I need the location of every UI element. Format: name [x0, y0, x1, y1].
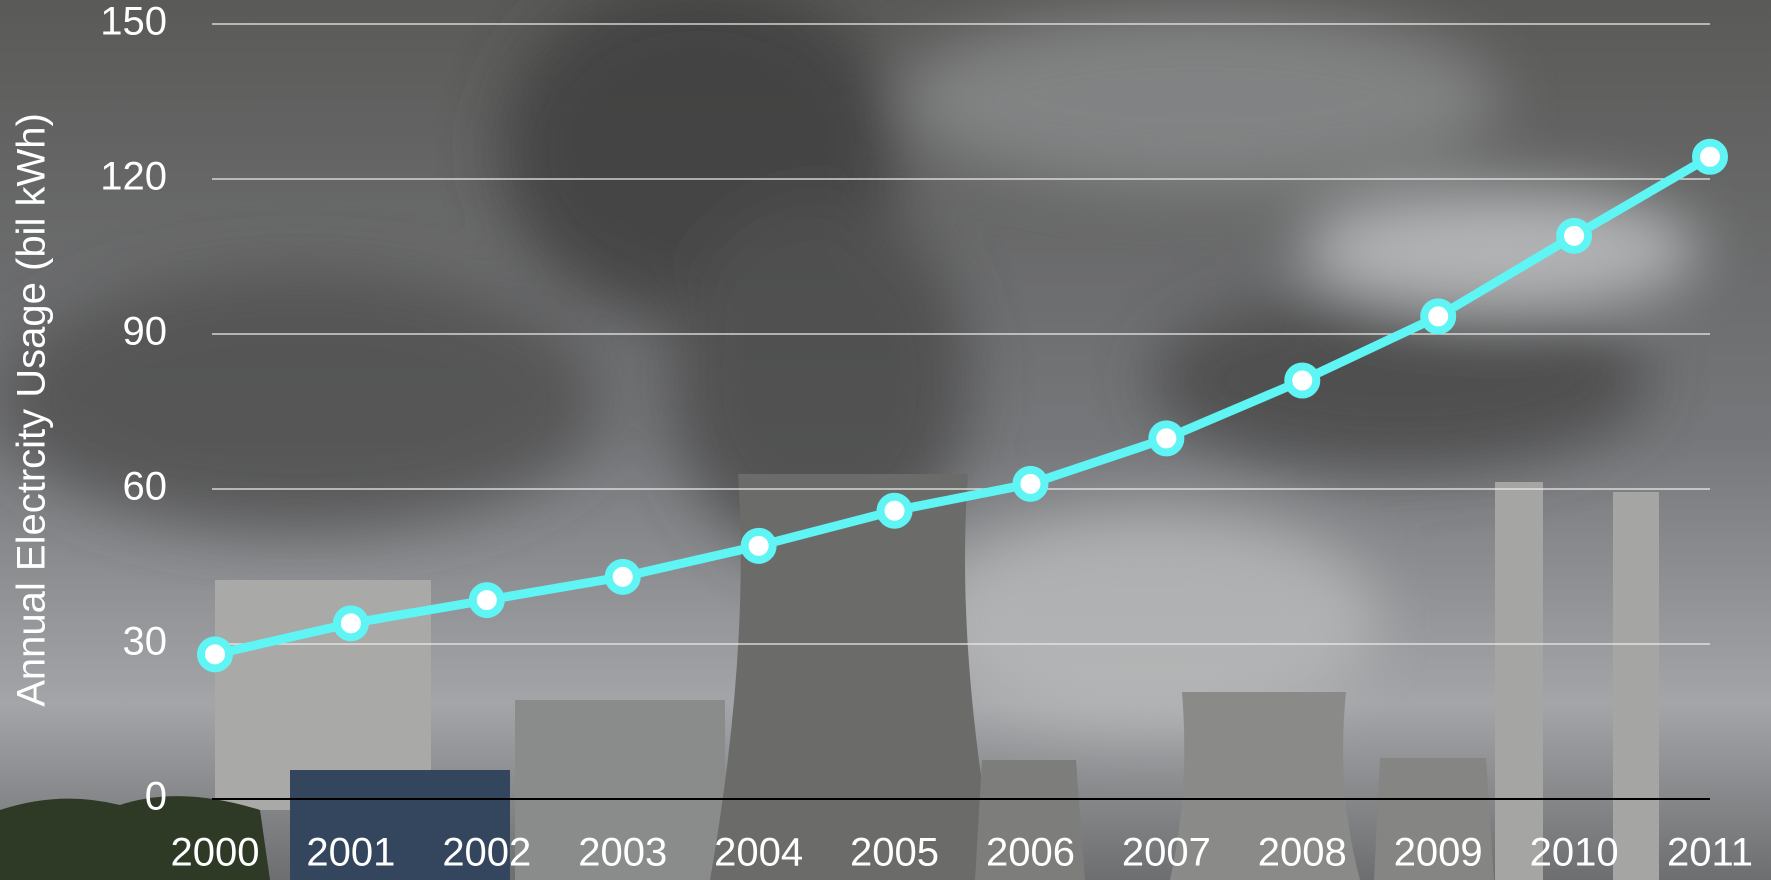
x-tick-label: 2004 [714, 831, 803, 875]
x-tick-label: 2011 [1667, 831, 1753, 875]
data-point [740, 527, 777, 564]
x-tick-label: 2010 [1530, 831, 1619, 875]
x-tick-label: 2006 [986, 831, 1075, 875]
x-tick-label: 2002 [442, 831, 531, 875]
data-point [876, 492, 913, 529]
x-tick-label: 2005 [850, 831, 939, 875]
data-point [1012, 465, 1049, 502]
data-point [1692, 138, 1728, 175]
data-point [468, 582, 505, 619]
y-axis-title: Annual Electrcity Usage (bil kWh) [10, 113, 54, 707]
data-line [213, 152, 1713, 659]
y-tick-label: 150 [100, 0, 167, 44]
data-point [604, 558, 641, 595]
y-tick-label: 60 [123, 465, 168, 509]
x-tick-label: 2001 [306, 831, 395, 875]
x-tick-label: 2009 [1394, 831, 1483, 875]
x-tick-label: 2000 [171, 831, 260, 875]
data-point [1556, 217, 1593, 254]
y-tick-label: 30 [123, 620, 168, 664]
data-point [1148, 420, 1185, 457]
data-point [197, 636, 233, 673]
y-tick-label: 0 [145, 775, 167, 819]
y-tick-label: 90 [123, 310, 168, 354]
x-tick-label: 2008 [1258, 831, 1347, 875]
data-point [1284, 362, 1321, 399]
data-point [1420, 298, 1457, 335]
data-point [332, 605, 369, 642]
x-tick-label: 2007 [1122, 831, 1211, 875]
x-tick-label: 2003 [578, 831, 667, 875]
y-tick-label: 120 [100, 155, 167, 199]
